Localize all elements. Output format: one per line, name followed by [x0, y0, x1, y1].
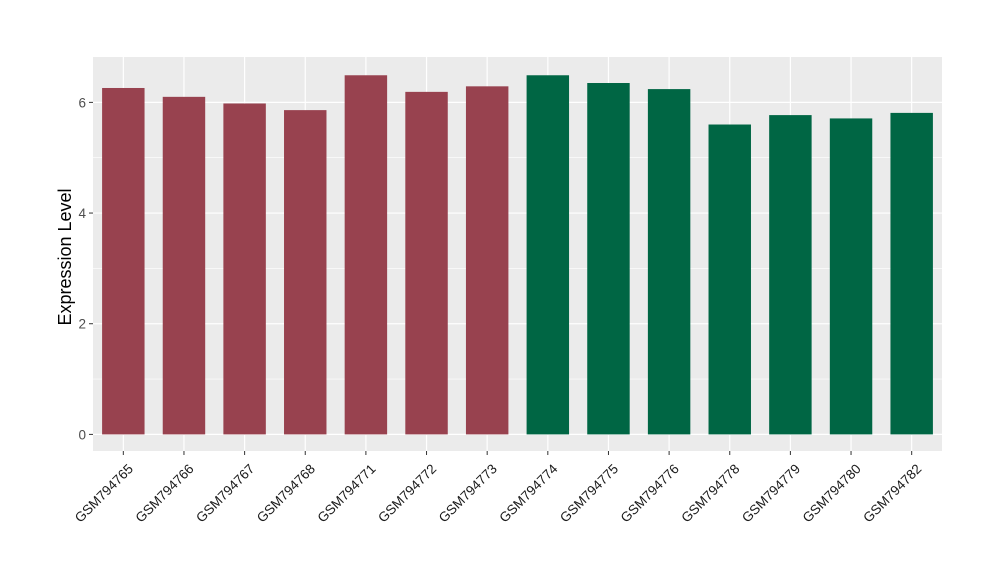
x-tick-label: GSM794780 [800, 461, 864, 525]
x-tick-label: GSM794782 [860, 461, 924, 525]
y-tick-label: 0 [78, 427, 86, 442]
x-tick-label: GSM794775 [557, 461, 621, 525]
bar-GSM794773 [465, 86, 509, 435]
y-tick-label: 4 [78, 206, 86, 221]
bar-GSM794771 [344, 75, 388, 435]
y-tick-label: 2 [78, 317, 86, 332]
bar-GSM794775 [587, 83, 630, 435]
bar-GSM794766 [162, 96, 206, 435]
panel-background [93, 57, 942, 451]
x-tick-label: GSM794771 [314, 461, 378, 525]
x-tick-label: GSM794773 [436, 461, 500, 525]
x-tick-label: GSM794776 [618, 461, 682, 525]
bar-GSM794779 [769, 115, 812, 435]
y-axis: 0 2 4 6 [78, 95, 93, 442]
x-tick-label: GSM794766 [133, 461, 197, 525]
bar-GSM794772 [405, 91, 448, 435]
bar-GSM794780 [829, 118, 873, 435]
y-axis-title: Expression Level [55, 188, 75, 325]
x-tick-label: GSM794778 [678, 461, 742, 525]
bar-GSM794768 [284, 110, 327, 435]
bar-GSM794767 [223, 103, 266, 435]
x-tick-label: GSM794765 [72, 461, 136, 525]
bars-group [102, 75, 933, 435]
bar-GSM794776 [647, 89, 691, 435]
bar-GSM794765 [102, 87, 145, 435]
x-tick-label: GSM794774 [496, 461, 561, 526]
bar-GSM794774 [526, 75, 570, 435]
bar-GSM794778 [708, 124, 751, 435]
y-tick-label: 6 [78, 95, 86, 110]
x-tick-label: GSM794767 [193, 461, 257, 525]
bar-GSM794782 [890, 112, 933, 435]
x-axis: GSM794765GSM794766GSM794767GSM794768GSM7… [72, 451, 924, 526]
x-tick-label: GSM794779 [739, 461, 803, 525]
x-tick-label: GSM794768 [254, 461, 318, 525]
x-tick-label: GSM794772 [375, 461, 439, 525]
